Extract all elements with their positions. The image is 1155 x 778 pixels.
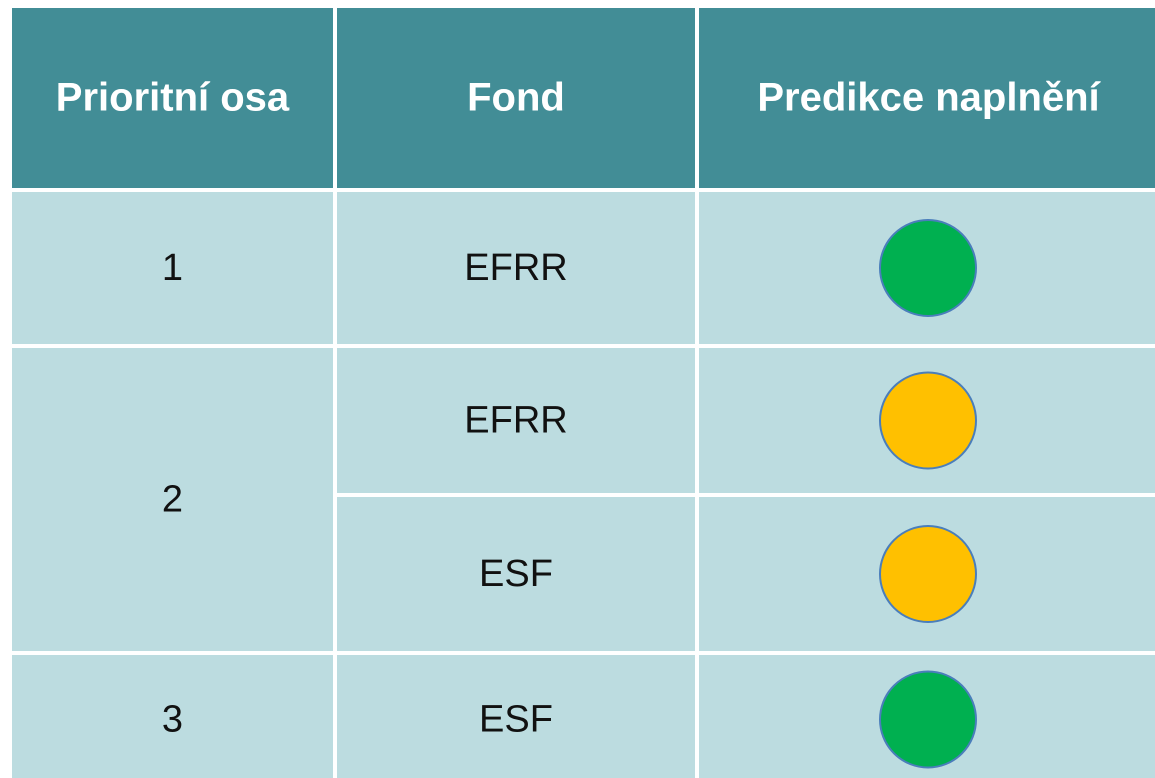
axis-cell — [12, 348, 333, 651]
status-indicator — [879, 525, 977, 623]
fund-text: EFRR — [464, 247, 567, 289]
axis-text: 1 — [162, 247, 183, 289]
header-cell — [699, 8, 1155, 188]
header-text: Prioritní osa — [56, 76, 290, 120]
status-indicator — [879, 219, 977, 317]
axis-text: 3 — [162, 699, 183, 741]
status-indicator — [879, 670, 977, 769]
axis-cell — [12, 655, 333, 778]
body-cell — [337, 497, 695, 651]
axis-text: 2 — [162, 479, 183, 521]
header-cell — [12, 8, 333, 188]
axis-cell — [12, 192, 333, 344]
fund-text: ESF — [479, 699, 553, 741]
body-cell — [337, 348, 695, 493]
body-cell — [337, 655, 695, 778]
header-text: Predikce naplnění — [757, 76, 1101, 120]
header-cell — [337, 8, 695, 188]
fund-text: ESF — [479, 553, 553, 595]
fund-text: EFRR — [464, 400, 567, 442]
body-cell — [337, 192, 695, 344]
header-text: Fond — [467, 76, 565, 120]
status-indicator — [879, 371, 977, 470]
